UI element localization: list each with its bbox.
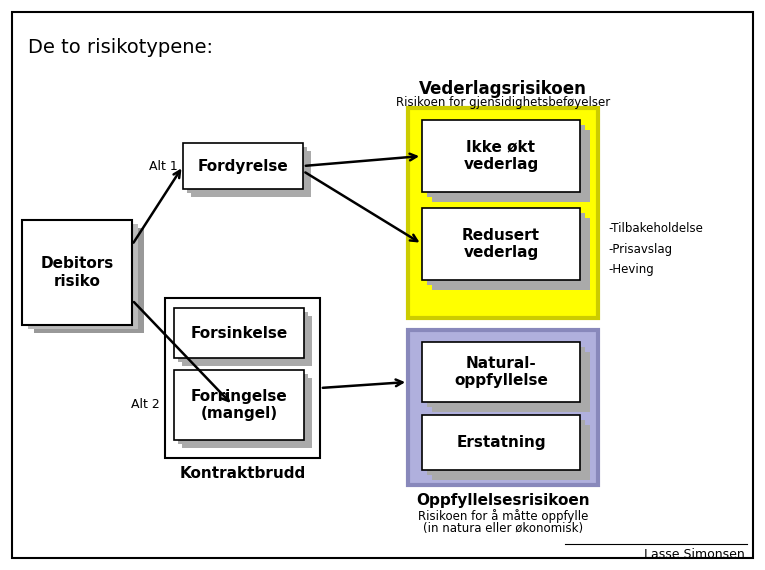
- Bar: [422, 342, 580, 402]
- Text: Ikke økt
vederlag: Ikke økt vederlag: [464, 140, 539, 172]
- Bar: [408, 330, 598, 485]
- Bar: [183, 143, 303, 189]
- Text: -Tilbakeholdelse
-Prisavslag
-Heving: -Tilbakeholdelse -Prisavslag -Heving: [608, 222, 703, 275]
- Bar: [432, 218, 590, 290]
- Text: Risikoen for gjensidighetsbeføyelser: Risikoen for gjensidighetsbeføyelser: [396, 96, 610, 109]
- Bar: [187, 147, 307, 193]
- Bar: [427, 125, 585, 197]
- Bar: [182, 316, 312, 366]
- Bar: [427, 347, 585, 407]
- Text: Debitors
risiko: Debitors risiko: [41, 256, 114, 288]
- Bar: [427, 213, 585, 285]
- Bar: [182, 378, 312, 448]
- Text: Oppfyllelsesrisikoen: Oppfyllelsesrisikoen: [416, 493, 590, 508]
- Text: Forsinkelse: Forsinkelse: [190, 325, 288, 340]
- Bar: [432, 130, 590, 202]
- Text: Lasse Simonsen: Lasse Simonsen: [644, 548, 745, 561]
- Text: Erstatning: Erstatning: [456, 435, 545, 450]
- Bar: [191, 151, 311, 197]
- Bar: [174, 370, 304, 440]
- Text: Alt 1: Alt 1: [149, 160, 178, 173]
- Text: Natural-
oppfyllelse: Natural- oppfyllelse: [454, 356, 548, 388]
- Text: Vederlagsrisikoen: Vederlagsrisikoen: [419, 80, 587, 98]
- Bar: [422, 415, 580, 470]
- Bar: [408, 108, 598, 318]
- Text: (in natura eller økonomisk): (in natura eller økonomisk): [423, 522, 583, 535]
- Bar: [28, 224, 138, 329]
- Bar: [178, 374, 308, 444]
- Text: De to risikotypene:: De to risikotypene:: [28, 38, 213, 57]
- Text: Redusert
vederlag: Redusert vederlag: [462, 228, 540, 260]
- Bar: [178, 312, 308, 362]
- Bar: [432, 425, 590, 480]
- Bar: [22, 220, 132, 325]
- Text: Forringelse
(mangel): Forringelse (mangel): [190, 389, 288, 421]
- Text: Kontraktbrudd: Kontraktbrudd: [179, 466, 306, 481]
- Bar: [34, 228, 144, 333]
- Bar: [165, 298, 320, 458]
- Bar: [427, 420, 585, 475]
- Bar: [422, 120, 580, 192]
- Text: Fordyrelse: Fordyrelse: [197, 158, 288, 173]
- Bar: [422, 208, 580, 280]
- Text: Risikoen for å måtte oppfylle: Risikoen for å måtte oppfylle: [418, 509, 588, 523]
- Text: Alt 2: Alt 2: [132, 398, 160, 412]
- Bar: [432, 352, 590, 412]
- Bar: [174, 308, 304, 358]
